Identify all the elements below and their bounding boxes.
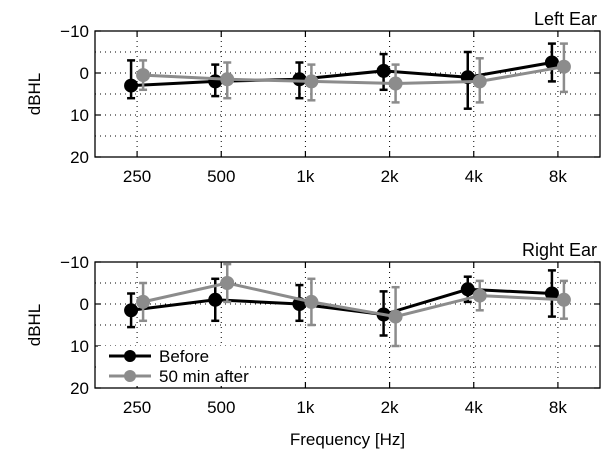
right-ear-x-tick-label: 250 [123,398,151,417]
left-ear-before-point [124,78,139,93]
left-ear-x-tick-label: 250 [123,167,151,186]
right-ear-x-tick-label: 2k [381,398,399,417]
left-ear-after-series-line [143,65,565,86]
right-ear-after-point [388,309,403,324]
left-ear-y-tick-label: 10 [70,106,89,125]
left-ear-after-point [388,76,403,91]
left-ear-after-point [304,74,319,89]
left-ear-after-point [556,59,571,74]
left-ear-after-point [472,74,487,89]
legend-label: Before [159,347,209,366]
right-ear-panel: −10 0 10 20 250 500 1k 2k 4k 8k Right Ear dBHL Frequ… [25,240,601,449]
legend-swatch-marker [124,350,136,362]
left-ear-axes-frame [94,30,601,158]
left-ear-before-point [376,63,391,78]
left-ear-panel: −10 0 10 20 250 500 1k 2k 4k 8k Left Ear dBHL [25,9,601,186]
left-ear-y-tick-label: 0 [80,64,89,83]
right-ear-y-tick-label: 20 [70,379,89,398]
right-ear-x-tick-label: 500 [207,398,235,417]
left-ear-before-point [292,72,307,87]
right-ear-after-point [556,292,571,307]
left-ear-x-tick-label: 500 [207,167,235,186]
left-ear-y-tick-label: −10 [60,22,89,41]
right-ear-y-tick-label: 10 [70,337,89,356]
legend-swatch-marker [124,370,136,382]
left-ear-y-tick-label: 20 [70,148,89,167]
right-ear-y-tick-label: −10 [60,253,89,272]
right-ear-before-point [460,282,475,297]
right-ear-after-point [136,294,151,309]
right-ear-title: Right Ear [522,240,597,260]
left-ear-title: Left Ear [534,9,597,29]
left-ear-x-tick-label: 1k [296,167,314,186]
left-ear-after-point [220,72,235,87]
left-ear-before-point [208,74,223,89]
right-ear-after-point [472,288,487,303]
right-ear-x-tick-label: 4k [465,398,483,417]
legend-box [98,346,238,386]
right-ear-x-axis-label: Frequency [Hz] [290,430,405,449]
left-ear-after-point [136,68,151,83]
right-ear-x-tick-label: 1k [296,398,314,417]
right-ear-y-tick-label: 0 [80,295,89,314]
right-ear-x-tick-label: 8k [549,398,567,417]
right-ear-before-point [124,303,139,318]
left-ear-x-tick-label: 2k [381,167,399,186]
right-ear-after-point [220,276,235,290]
left-ear-y-axis-label: dBHL [25,73,44,116]
right-ear-after-point [304,294,319,309]
right-ear-y-axis-label: dBHL [25,304,44,347]
right-ear-before-point [208,292,223,307]
right-ear-after-series-line [142,281,564,319]
legend-label: 50 min after [159,367,249,386]
right-ear-axes-frame [94,261,601,389]
left-ear-x-tick-label: 4k [465,167,483,186]
left-ear-x-tick-label: 8k [549,167,567,186]
